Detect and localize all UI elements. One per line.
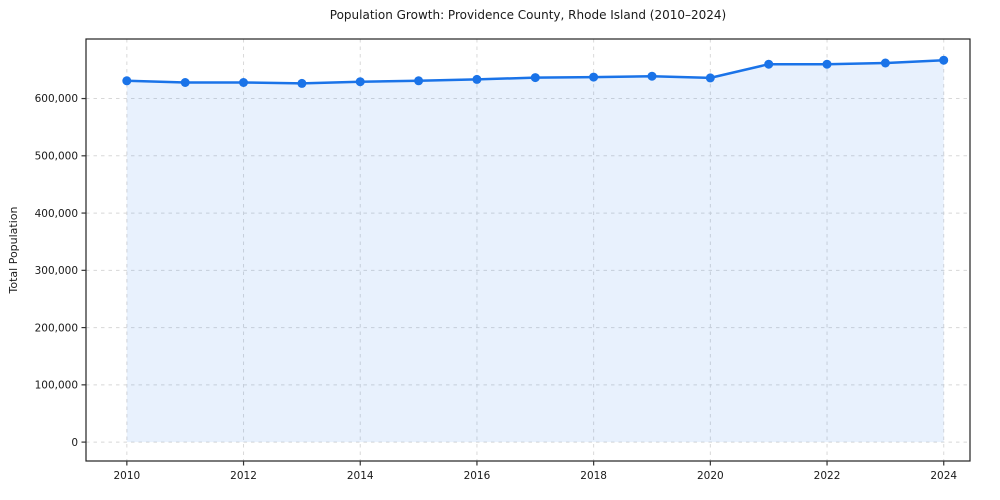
x-tick-label: 2018 <box>580 470 607 482</box>
y-tick-label: 400,000 <box>35 208 78 220</box>
data-point-2024 <box>939 55 949 65</box>
x-tick-label: 2024 <box>930 470 957 482</box>
plot-frame <box>85 38 971 462</box>
y-axis-label: Total Population <box>7 206 20 294</box>
data-point-2015 <box>414 76 424 86</box>
chart-title: Population Growth: Providence County, Rh… <box>330 8 726 22</box>
x-tick-label: 2022 <box>814 470 841 482</box>
data-point-2019 <box>647 71 657 81</box>
data-point-2012 <box>239 78 248 87</box>
x-tick-label: 2012 <box>230 470 257 482</box>
x-tick-label: 2016 <box>464 470 491 482</box>
data-point-2023 <box>880 58 890 68</box>
series-area-fill <box>126 60 944 443</box>
y-tick-label: 0 <box>71 437 78 449</box>
data-point-2014 <box>355 77 365 87</box>
data-point-2016 <box>472 74 482 84</box>
y-tick-label: 500,000 <box>35 151 78 163</box>
data-point-2022 <box>822 59 832 69</box>
y-tick-label: 600,000 <box>35 93 78 105</box>
data-point-2013 <box>297 78 307 88</box>
data-point-2020 <box>705 73 715 83</box>
y-tick-label: 100,000 <box>35 380 78 392</box>
data-point-2017 <box>530 73 540 83</box>
x-tick-label: 2014 <box>347 470 374 482</box>
x-tick-label: 2020 <box>697 470 724 482</box>
x-tick-label: 2010 <box>113 470 140 482</box>
data-point-2010 <box>122 76 132 86</box>
data-point-2021 <box>764 59 774 69</box>
data-point-2011 <box>180 78 190 87</box>
data-point-2018 <box>589 72 599 82</box>
y-tick-label: 300,000 <box>35 265 78 277</box>
y-tick-label: 200,000 <box>35 322 78 334</box>
